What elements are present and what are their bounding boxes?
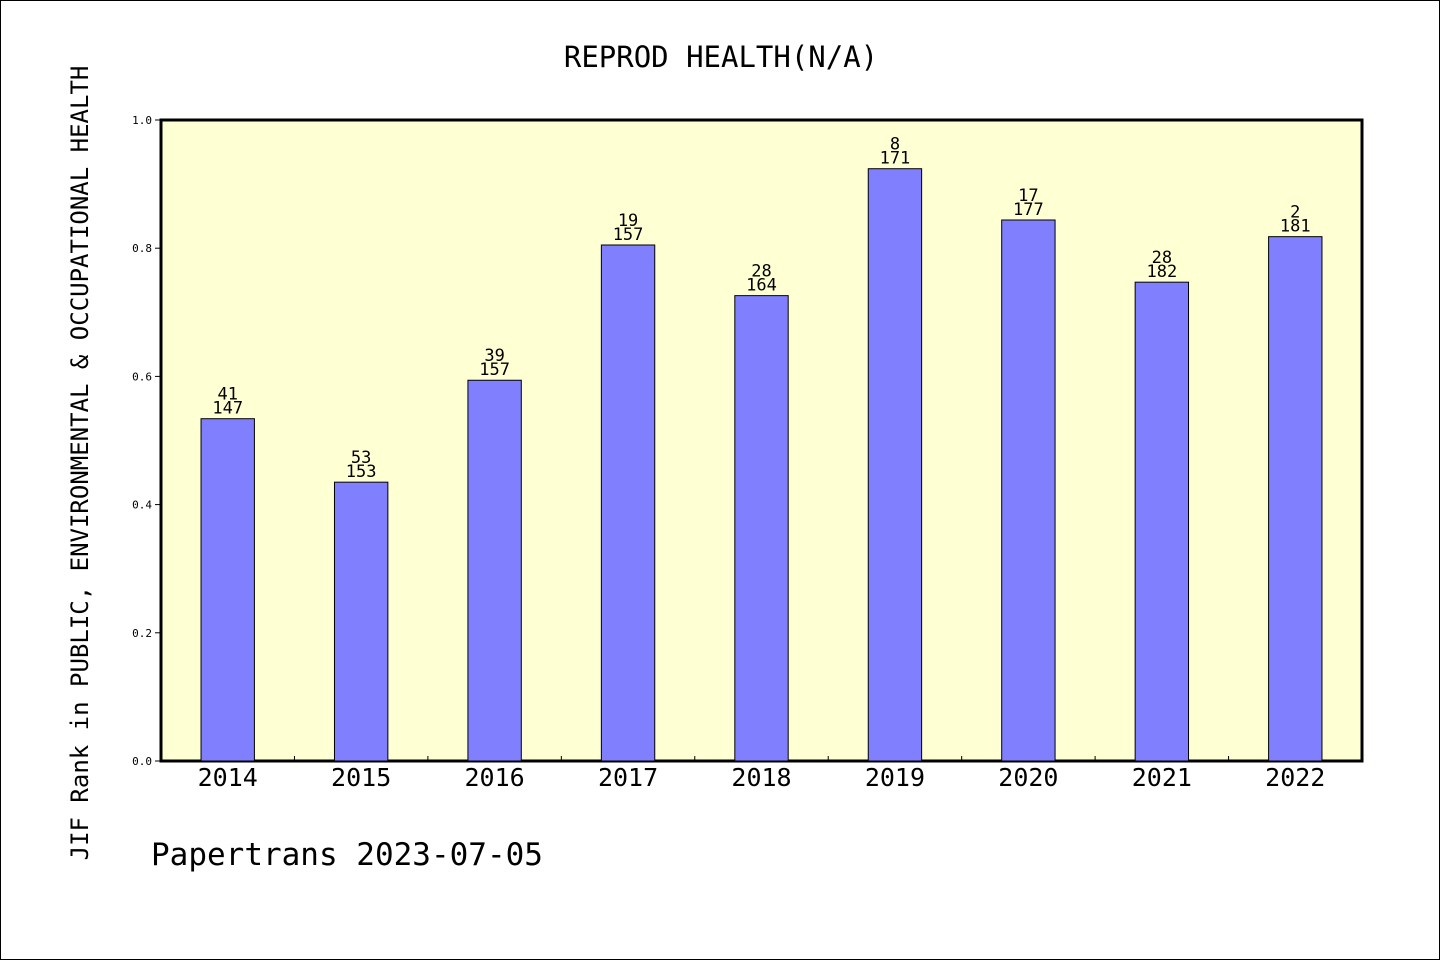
bar-total-label: 171 <box>880 149 911 169</box>
bar-total-label: 182 <box>1146 262 1177 282</box>
y-tick-label: 0.6 <box>132 370 152 383</box>
bar-2019 <box>867 168 923 762</box>
bar-total-label: 177 <box>1013 200 1044 220</box>
bar-total-label: 164 <box>746 276 777 296</box>
y-tick-label: 0.0 <box>132 755 152 768</box>
x-axis-ticks <box>293 756 1230 761</box>
bar-total-label: 147 <box>212 399 243 419</box>
bar-rank-label: 41 <box>217 385 237 405</box>
bar-2015 <box>333 481 389 762</box>
x-tick-label: 2020 <box>998 763 1058 792</box>
bar-rank-label: 17 <box>1018 186 1038 206</box>
x-tick-label: 2017 <box>598 763 658 792</box>
bar-total-label: 157 <box>613 225 644 245</box>
bar-2016 <box>467 379 522 762</box>
bars-group <box>200 168 1323 762</box>
bar-rank-label: 8 <box>890 135 900 155</box>
bar-total-label: 181 <box>1280 217 1311 237</box>
bar-rank-label: 28 <box>1152 248 1172 268</box>
x-tick-label: 2015 <box>331 763 391 792</box>
y-axis-ticks: 0.0 0.2 0.4 0.6 0.8 1.0 <box>132 114 161 768</box>
bar-2017 <box>600 244 656 762</box>
bar-rank-label: 53 <box>351 448 371 468</box>
chart-title: REPROD HEALTH(N/A) <box>564 40 878 74</box>
y-tick-label: 0.4 <box>132 499 152 512</box>
bar-rank-label: 2 <box>1290 203 1300 223</box>
x-tick-label: 2021 <box>1132 763 1192 792</box>
x-tick-label: 2016 <box>465 763 525 792</box>
y-tick-label: 0.2 <box>132 627 152 640</box>
bar-rank-label: 39 <box>484 346 504 366</box>
bar-labels-group: 4114753153391571915728164817117177281822… <box>212 135 1310 482</box>
bar-rank-label: 28 <box>751 262 771 282</box>
x-tick-label: 2019 <box>865 763 925 792</box>
x-tick-label: 2022 <box>1265 763 1325 792</box>
x-tick-labels-group: 2014 2015 2016 2017 2018 2019 2020 2021 2022 <box>198 763 1326 792</box>
bar-total-label: 157 <box>479 360 510 380</box>
bar-total-label: 153 <box>346 462 377 482</box>
y-tick-label: 0.8 <box>132 242 152 255</box>
bar-2020 <box>1001 219 1056 762</box>
bar-2022 <box>1268 236 1323 762</box>
footer-text: Papertrans 2023-07-05 <box>151 837 543 873</box>
x-tick-label: 2014 <box>198 763 258 792</box>
bar-2021 <box>1134 281 1190 762</box>
bar-2018 <box>734 295 789 762</box>
bar-rank-label: 19 <box>618 211 638 231</box>
bar-2014 <box>200 418 255 762</box>
x-tick-label: 2018 <box>731 763 791 792</box>
y-tick-label: 1.0 <box>132 114 152 127</box>
y-axis-label: JIF Rank in PUBLIC, ENVIRONMENTAL & OCCU… <box>66 66 94 861</box>
